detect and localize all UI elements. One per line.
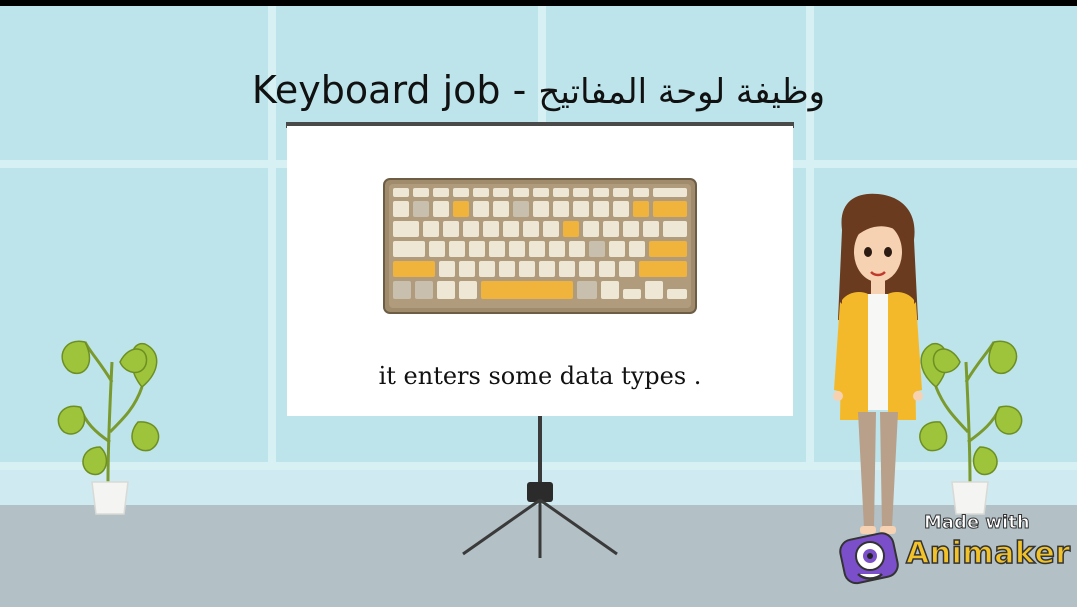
window-frame-vertical-2 (538, 6, 546, 126)
title-english: Keyboard job (251, 68, 501, 112)
plant-icon (57, 340, 160, 515)
board-top-bar (286, 122, 794, 128)
animaker-watermark: Made with Animaker (836, 508, 1071, 588)
presentation-board: it enters some data types . (287, 126, 793, 416)
window-frame-vertical-1 (268, 6, 276, 470)
woman-character (833, 193, 923, 534)
top-black-bar (0, 0, 1077, 6)
watermark-brand: Animaker (905, 535, 1071, 572)
title-separator: - (500, 68, 539, 112)
keyboard-icon (383, 178, 697, 314)
page-title: Keyboard job - وظيفة لوحة المفاتيح (0, 68, 1077, 112)
title-arabic: وظيفة لوحة المفاتيح (538, 72, 826, 112)
board-caption: it enters some data types . (378, 362, 702, 390)
watermark-made-with: Made with (924, 512, 1031, 534)
plant-icon (919, 340, 1023, 515)
animaker-logo-icon (839, 532, 899, 585)
window-frame-vertical-3 (806, 6, 814, 470)
tripod-stand (462, 416, 618, 558)
